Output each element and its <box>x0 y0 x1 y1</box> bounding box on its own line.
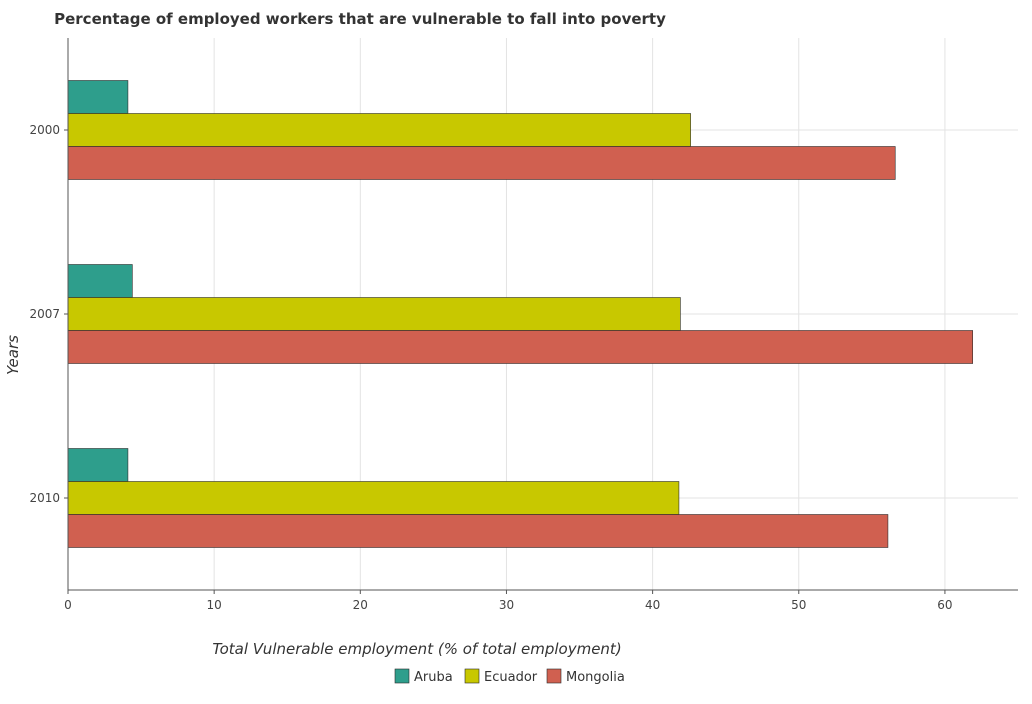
x-tick-label: 60 <box>937 598 952 612</box>
bar-ecuador-2007 <box>67 297 681 331</box>
bar-ecuador-2000 <box>67 113 691 147</box>
bars <box>67 80 973 548</box>
x-tick-label: 50 <box>791 598 806 612</box>
x-tick-label: 20 <box>353 598 368 612</box>
bar-aruba-2007 <box>67 264 133 298</box>
x-axis-label: Total Vulnerable employment (% of total … <box>212 640 621 658</box>
y-axis-label: Years <box>4 335 22 375</box>
x-tick-label: 0 <box>64 598 72 612</box>
x-tick-label: 30 <box>499 598 514 612</box>
legend-label-aruba: Aruba <box>414 670 453 685</box>
bar-aruba-2000 <box>67 80 129 114</box>
legend: Aruba Ecuador Mongolia <box>394 668 625 685</box>
legend-label-mongolia: Mongolia <box>566 670 625 685</box>
axes: 0 10 20 30 40 50 60 2000 2007 2010 <box>29 38 1018 612</box>
bar-mongolia-2007 <box>67 330 973 364</box>
bar-mongolia-2010 <box>67 514 889 548</box>
chart-title: Percentage of employed workers that are … <box>54 10 666 28</box>
x-tick-label: 40 <box>645 598 660 612</box>
y-tick-label: 2010 <box>29 491 60 505</box>
legend-swatch-mongolia <box>546 668 562 684</box>
y-tick-label: 2000 <box>29 123 60 137</box>
bar-mongolia-2000 <box>67 146 896 180</box>
legend-swatch-ecuador <box>464 668 480 684</box>
bar-ecuador-2010 <box>67 481 680 515</box>
y-tick-label: 2007 <box>29 307 60 321</box>
legend-label-ecuador: Ecuador <box>484 670 538 685</box>
legend-swatch-aruba <box>394 668 410 684</box>
bar-aruba-2010 <box>67 448 129 482</box>
x-tick-label: 10 <box>207 598 222 612</box>
